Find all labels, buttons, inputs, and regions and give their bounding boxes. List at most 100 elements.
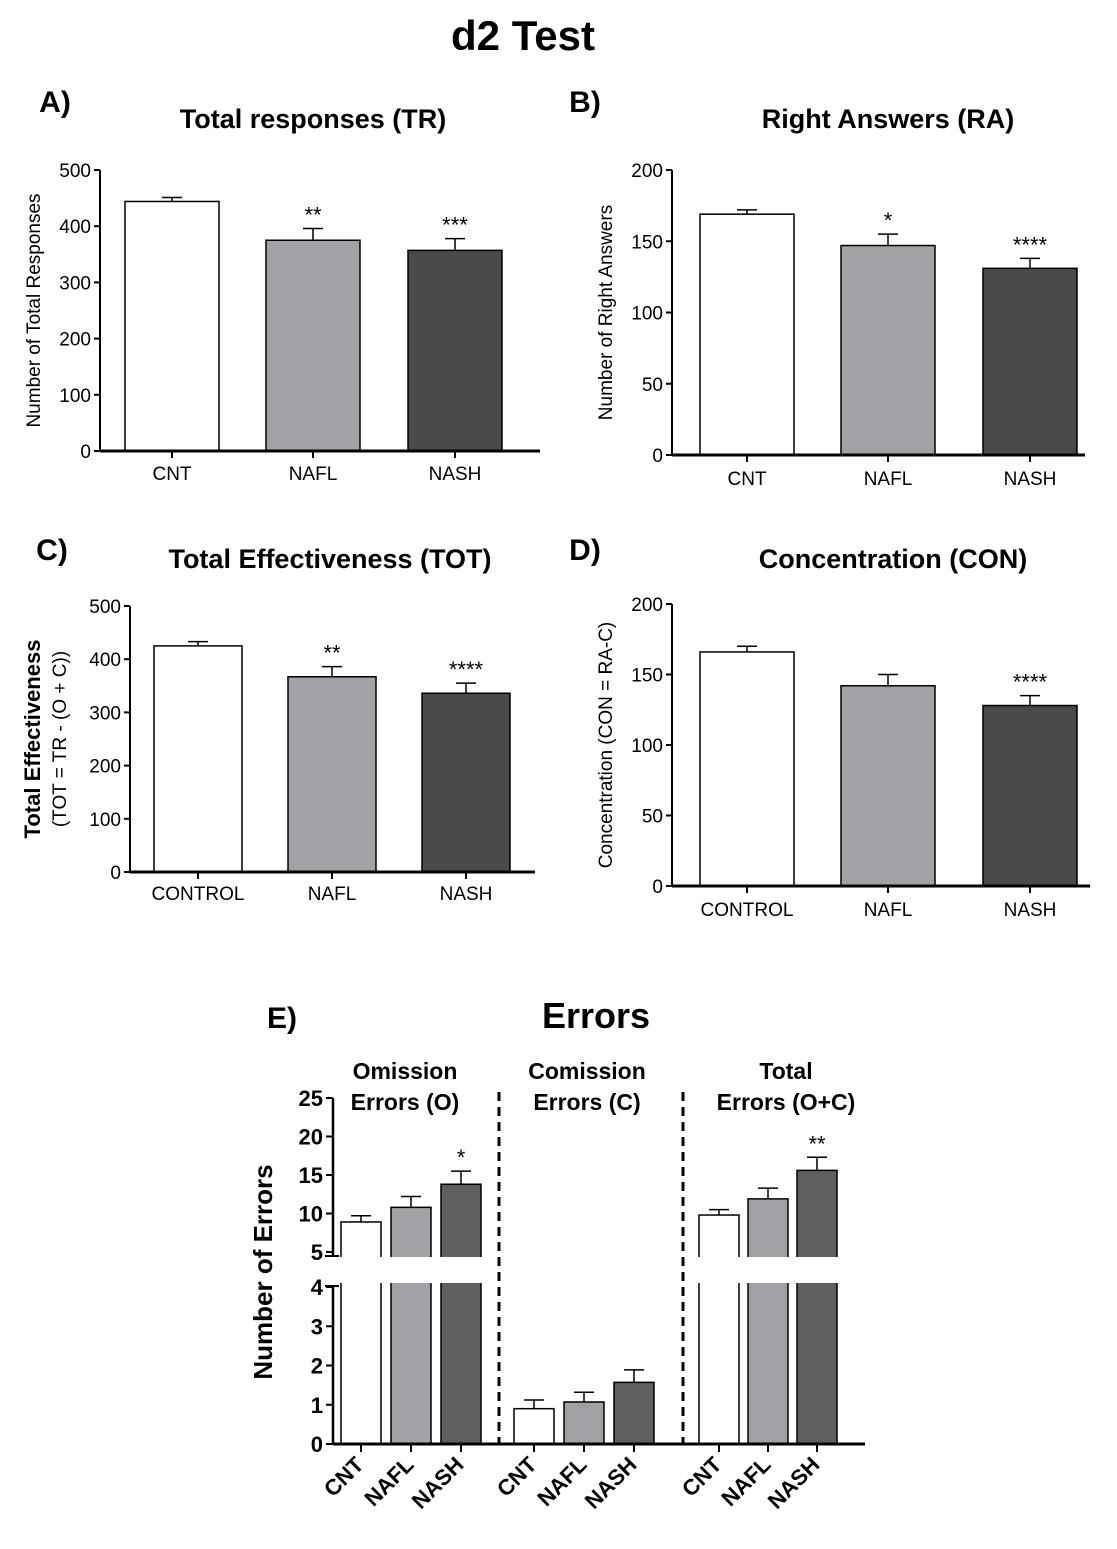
group-heading: Errors (C) [533, 1089, 640, 1115]
bar-control [699, 651, 795, 887]
bar-nash [613, 1381, 655, 1445]
group-heading: Errors (O+C) [717, 1089, 856, 1115]
y-tick-label: 20 [299, 1125, 323, 1150]
panel-label: C) [36, 534, 68, 567]
panel-title: Errors [542, 995, 650, 1036]
group-heading: Omission [353, 1058, 458, 1084]
y-tick-label: 3 [311, 1314, 323, 1339]
y-tick-label: 0 [80, 442, 91, 463]
bar-nash [440, 1183, 482, 1445]
significance-marker: * [884, 208, 893, 233]
y-tick-label: 4 [311, 1275, 324, 1300]
x-tick-label: NASH [1004, 469, 1057, 490]
bar-cnt [513, 1407, 555, 1445]
panel-D: D) Concentration (CON) Concentration (CON … [569, 534, 1090, 921]
y-tick-label: 200 [89, 757, 121, 778]
bar-control [153, 645, 243, 873]
x-tick-label: NASH [763, 1452, 825, 1514]
panel-title: Concentration (CON) [759, 544, 1027, 574]
y-tick-label: 500 [89, 597, 121, 618]
group-heading: Total [759, 1058, 812, 1084]
significance-marker: **** [1013, 670, 1048, 695]
y-tick-label: 300 [59, 273, 91, 294]
y-axis-sublabel: (TOT = TR - (O + C)) [50, 651, 71, 827]
panel-B: B) Right Answers (RA) Number of Right Answ… [569, 86, 1085, 490]
bar-cnt [124, 200, 220, 452]
bar-cnt [340, 1221, 382, 1445]
y-tick-label: 400 [89, 650, 121, 671]
panel-E: E) Errors Number of Errors Omission Errors (… [248, 995, 867, 1514]
y-tick-label: 0 [652, 877, 663, 898]
y-axis-label: Number of Errors [248, 1164, 278, 1379]
y-tick-label: 200 [631, 595, 663, 616]
y-tick-label: 200 [631, 161, 663, 182]
bar-nafl [747, 1198, 789, 1445]
bar-nash [982, 704, 1078, 887]
significance-marker: *** [442, 213, 468, 238]
group-heading: Comission [528, 1058, 646, 1084]
y-tick-label: 1 [311, 1393, 323, 1418]
panel-label: D) [569, 534, 601, 567]
significance-marker: **** [449, 657, 484, 682]
y-tick-label: 150 [631, 666, 663, 687]
significance-marker: ** [323, 641, 341, 666]
group-heading: Errors (O) [351, 1089, 460, 1115]
bar-nash [407, 249, 503, 452]
figure-title: d2 Test [451, 12, 595, 59]
axis-break-gap [325, 1257, 867, 1283]
significance-marker: **** [1013, 232, 1048, 257]
bar-nafl [390, 1206, 432, 1445]
y-tick-label: 300 [89, 703, 121, 724]
x-tick-label: NASH [1004, 900, 1057, 921]
y-tick-label: 10 [299, 1202, 323, 1227]
bar-nafl [563, 1401, 605, 1445]
y-tick-label: 100 [59, 386, 91, 407]
y-tick-label: 400 [59, 217, 91, 238]
y-tick-label: 0 [110, 863, 121, 884]
panel-label: B) [569, 86, 601, 119]
x-tick-label: NASH [407, 1452, 469, 1514]
y-tick-label: 500 [59, 161, 91, 182]
y-tick-label: 50 [642, 375, 663, 396]
bar-cnt [698, 1214, 740, 1445]
panel-C: C) Total Effectiveness (TOT) Total Effecti… [20, 534, 535, 905]
bar-nafl [840, 244, 936, 456]
y-tick-label: 0 [311, 1432, 323, 1457]
y-tick-label: 100 [631, 736, 663, 757]
bar-nafl [840, 685, 936, 887]
significance-marker: ** [304, 202, 322, 227]
x-tick-label: NAFL [289, 464, 338, 485]
panel-label: A) [39, 86, 71, 119]
y-tick-label: 100 [631, 304, 663, 325]
y-tick-label: 150 [631, 232, 663, 253]
significance-marker: * [457, 1145, 466, 1170]
x-tick-label: NASH [429, 464, 482, 485]
y-tick-label: 200 [59, 330, 91, 351]
x-tick-label: CNT [727, 469, 766, 490]
panel-title: Right Answers (RA) [762, 104, 1015, 134]
y-tick-label: 50 [642, 807, 663, 828]
y-tick-label: 100 [89, 810, 121, 831]
x-tick-label: NAFL [864, 900, 913, 921]
y-tick-label: 5 [311, 1240, 323, 1265]
x-tick-label: NASH [580, 1452, 642, 1514]
bar-nafl [287, 676, 377, 873]
x-tick-label: NAFL [864, 469, 913, 490]
y-tick-label: 2 [311, 1354, 323, 1379]
bar-nash [982, 267, 1078, 456]
panel-label: E) [267, 1002, 297, 1035]
bar-nafl [265, 239, 361, 452]
y-tick-label: 0 [652, 446, 663, 467]
x-tick-label: NAFL [359, 1452, 418, 1511]
x-tick-label: CNT [152, 464, 191, 485]
y-axis-label: Number of Total Responses [24, 193, 45, 427]
x-tick-label: NASH [440, 884, 493, 905]
bar-nash [421, 692, 511, 873]
x-tick-label: CONTROL [701, 900, 794, 921]
panel-A: A) Total responses (TR) Number of Total Re… [24, 86, 540, 485]
x-tick-label: NAFL [532, 1452, 591, 1511]
panel-title: Total Effectiveness (TOT) [168, 544, 491, 574]
bar-cnt [699, 213, 795, 456]
x-tick-label: CONTROL [152, 884, 245, 905]
